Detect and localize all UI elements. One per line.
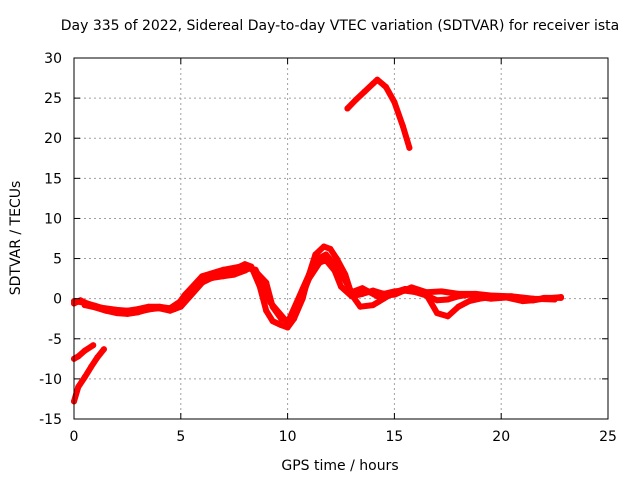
y-tick-label: 5 <box>53 252 62 268</box>
data-point <box>508 293 515 300</box>
y-tick-label: 15 <box>44 171 62 187</box>
data-point <box>182 291 189 298</box>
data-series <box>71 76 565 405</box>
data-point <box>135 308 142 315</box>
data-point <box>391 291 398 298</box>
y-axis-label: SDTVAR / TECUs <box>8 181 24 296</box>
data-point <box>113 306 120 313</box>
grid <box>74 58 608 419</box>
data-point <box>434 310 441 317</box>
axis-ticks: 0 5 10 15 20 25 -15 -10 -5 0 5 10 15 20 25 30 <box>39 51 617 445</box>
data-point <box>558 294 565 301</box>
data-point <box>434 297 441 304</box>
data-point <box>156 304 163 311</box>
data-point <box>96 304 103 311</box>
y-tick-label: 25 <box>44 91 62 107</box>
data-point <box>320 243 327 250</box>
y-tick-label: -5 <box>48 332 62 348</box>
series-line-arc-late <box>344 76 413 151</box>
series-line-band-3 <box>71 251 558 326</box>
data-point <box>100 346 107 353</box>
x-tick-label: 15 <box>385 429 403 445</box>
data-point <box>323 251 330 258</box>
data-point <box>348 289 355 296</box>
plot-frame <box>73 57 609 420</box>
data-point <box>231 271 238 278</box>
chart-title: Day 335 of 2022, Sidereal Day-to-day VTE… <box>61 18 619 34</box>
data-point <box>444 313 451 320</box>
y-tick-label: 0 <box>53 292 62 308</box>
data-point <box>344 105 351 112</box>
data-point <box>199 273 206 280</box>
data-point <box>406 144 413 151</box>
y-tick-label: 20 <box>44 131 62 147</box>
data-point <box>487 292 494 299</box>
data-point <box>94 354 101 361</box>
data-point <box>263 307 270 314</box>
data-point <box>335 266 342 273</box>
data-point <box>333 255 340 262</box>
data-point <box>408 284 415 291</box>
data-point <box>374 76 381 83</box>
data-point <box>284 319 291 326</box>
data-point <box>472 290 479 297</box>
data-point <box>90 342 97 349</box>
x-tick-label: 0 <box>70 429 79 445</box>
data-point <box>370 80 377 87</box>
data-point <box>171 306 178 313</box>
data-point <box>81 347 88 354</box>
data-point <box>374 293 381 300</box>
data-point <box>269 318 276 325</box>
data-point <box>444 296 451 303</box>
data-point <box>338 283 344 290</box>
data-point <box>284 324 291 331</box>
data-point <box>75 383 82 390</box>
data-point <box>455 303 462 310</box>
y-tick-label: -10 <box>39 372 62 388</box>
data-point <box>455 290 462 297</box>
y-tick-label: 30 <box>44 51 62 67</box>
data-point <box>357 303 364 310</box>
data-point <box>81 374 88 381</box>
x-tick-label: 20 <box>492 429 510 445</box>
x-axis-label: GPS time / hours <box>281 458 398 474</box>
y-tick-label: 10 <box>44 211 62 227</box>
x-tick-label: 5 <box>176 429 185 445</box>
data-point <box>299 286 306 293</box>
data-point <box>85 301 92 308</box>
data-point <box>359 285 366 292</box>
x-tick-label: 10 <box>279 429 297 445</box>
data-point <box>352 96 359 103</box>
data-point <box>361 88 368 95</box>
data-point <box>551 296 558 303</box>
data-point <box>237 263 244 270</box>
data-point <box>327 245 334 252</box>
data-point <box>382 83 389 90</box>
data-point <box>438 288 445 295</box>
data-point <box>252 266 259 273</box>
data-point <box>466 298 473 305</box>
y-tick-label: -15 <box>39 412 62 428</box>
data-point <box>423 289 430 296</box>
data-point <box>530 295 537 302</box>
data-point <box>391 99 398 106</box>
data-point <box>75 353 82 360</box>
x-tick-label: 25 <box>599 429 617 445</box>
data-point <box>312 257 319 264</box>
data-point <box>278 322 285 329</box>
data-point <box>399 123 406 130</box>
data-point <box>220 266 227 273</box>
data-point <box>88 363 95 370</box>
data-point <box>267 299 274 306</box>
data-point <box>370 302 377 309</box>
